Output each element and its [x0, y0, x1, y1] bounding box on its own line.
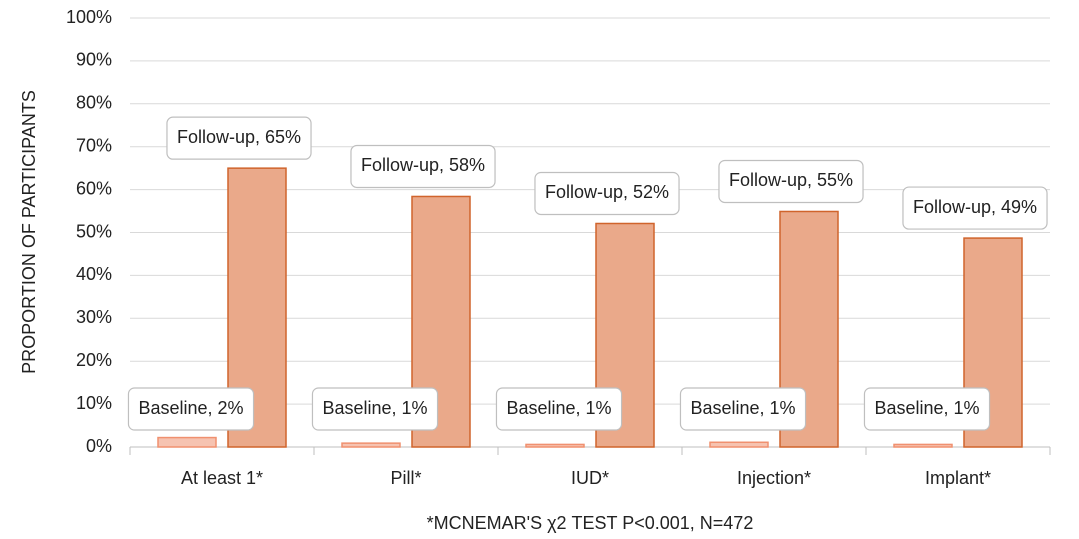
data-label-box [166, 116, 312, 160]
y-tick-label: 20% [76, 350, 112, 370]
data-label: Baseline, 1% [311, 387, 439, 431]
bar [341, 442, 401, 448]
data-label: Follow-up, 58% [350, 144, 496, 189]
data-label-text: Baseline, 1% [690, 398, 795, 418]
data-label-text: Follow-up, 49% [913, 197, 1037, 217]
data-label: Follow-up, 52% [534, 171, 680, 216]
data-label-box [679, 387, 807, 431]
data-label: Baseline, 1% [679, 387, 807, 431]
data-label-text: Follow-up, 65% [177, 127, 301, 147]
data-label-box [127, 387, 255, 431]
y-tick-label: 60% [76, 178, 112, 198]
y-tick-label: 10% [76, 393, 112, 413]
data-label-text: Baseline, 1% [322, 398, 427, 418]
bar [157, 436, 217, 448]
data-label: Baseline, 2% [127, 387, 255, 431]
data-label: Follow-up, 55% [718, 159, 864, 204]
y-tick-label: 30% [76, 307, 112, 327]
data-label-box [863, 387, 991, 431]
y-tick-label: 40% [76, 264, 112, 284]
bar [893, 443, 953, 448]
data-label-text: Baseline, 1% [874, 398, 979, 418]
data-label: Follow-up, 49% [902, 186, 1048, 230]
data-label-box [311, 387, 439, 431]
data-label: Follow-up, 65% [166, 116, 312, 160]
data-label-box [350, 144, 496, 189]
x-tick-label: IUD* [571, 468, 609, 488]
y-tick-label: 0% [86, 436, 112, 456]
data-label-box [495, 387, 623, 431]
data-label-box [718, 159, 864, 204]
x-tick-label: At least 1* [181, 468, 263, 488]
y-tick-label: 90% [76, 50, 112, 70]
data-label-box [534, 171, 680, 216]
bar [709, 441, 769, 448]
y-tick-label: 100% [66, 7, 112, 27]
data-label: Baseline, 1% [863, 387, 991, 431]
bar [525, 443, 585, 448]
data-label-box [902, 186, 1048, 230]
data-label-text: Baseline, 2% [138, 398, 243, 418]
x-axis-label: *MCNEMAR'S χ2 TEST P<0.001, N=472 [427, 513, 754, 533]
y-tick-label: 80% [76, 93, 112, 113]
y-tick-label: 50% [76, 221, 112, 241]
x-tick-label: Implant* [925, 468, 991, 488]
x-tick-label: Injection* [737, 468, 811, 488]
data-label: Baseline, 1% [495, 387, 623, 431]
x-tick-label: Pill* [390, 468, 421, 488]
data-label-text: Baseline, 1% [506, 398, 611, 418]
y-axis-label: PROPORTION OF PARTICIPANTS [19, 90, 39, 374]
y-tick-label: 70% [76, 135, 112, 155]
data-label-text: Follow-up, 55% [729, 170, 853, 190]
data-label-text: Follow-up, 58% [361, 155, 485, 175]
data-label-text: Follow-up, 52% [545, 182, 669, 202]
